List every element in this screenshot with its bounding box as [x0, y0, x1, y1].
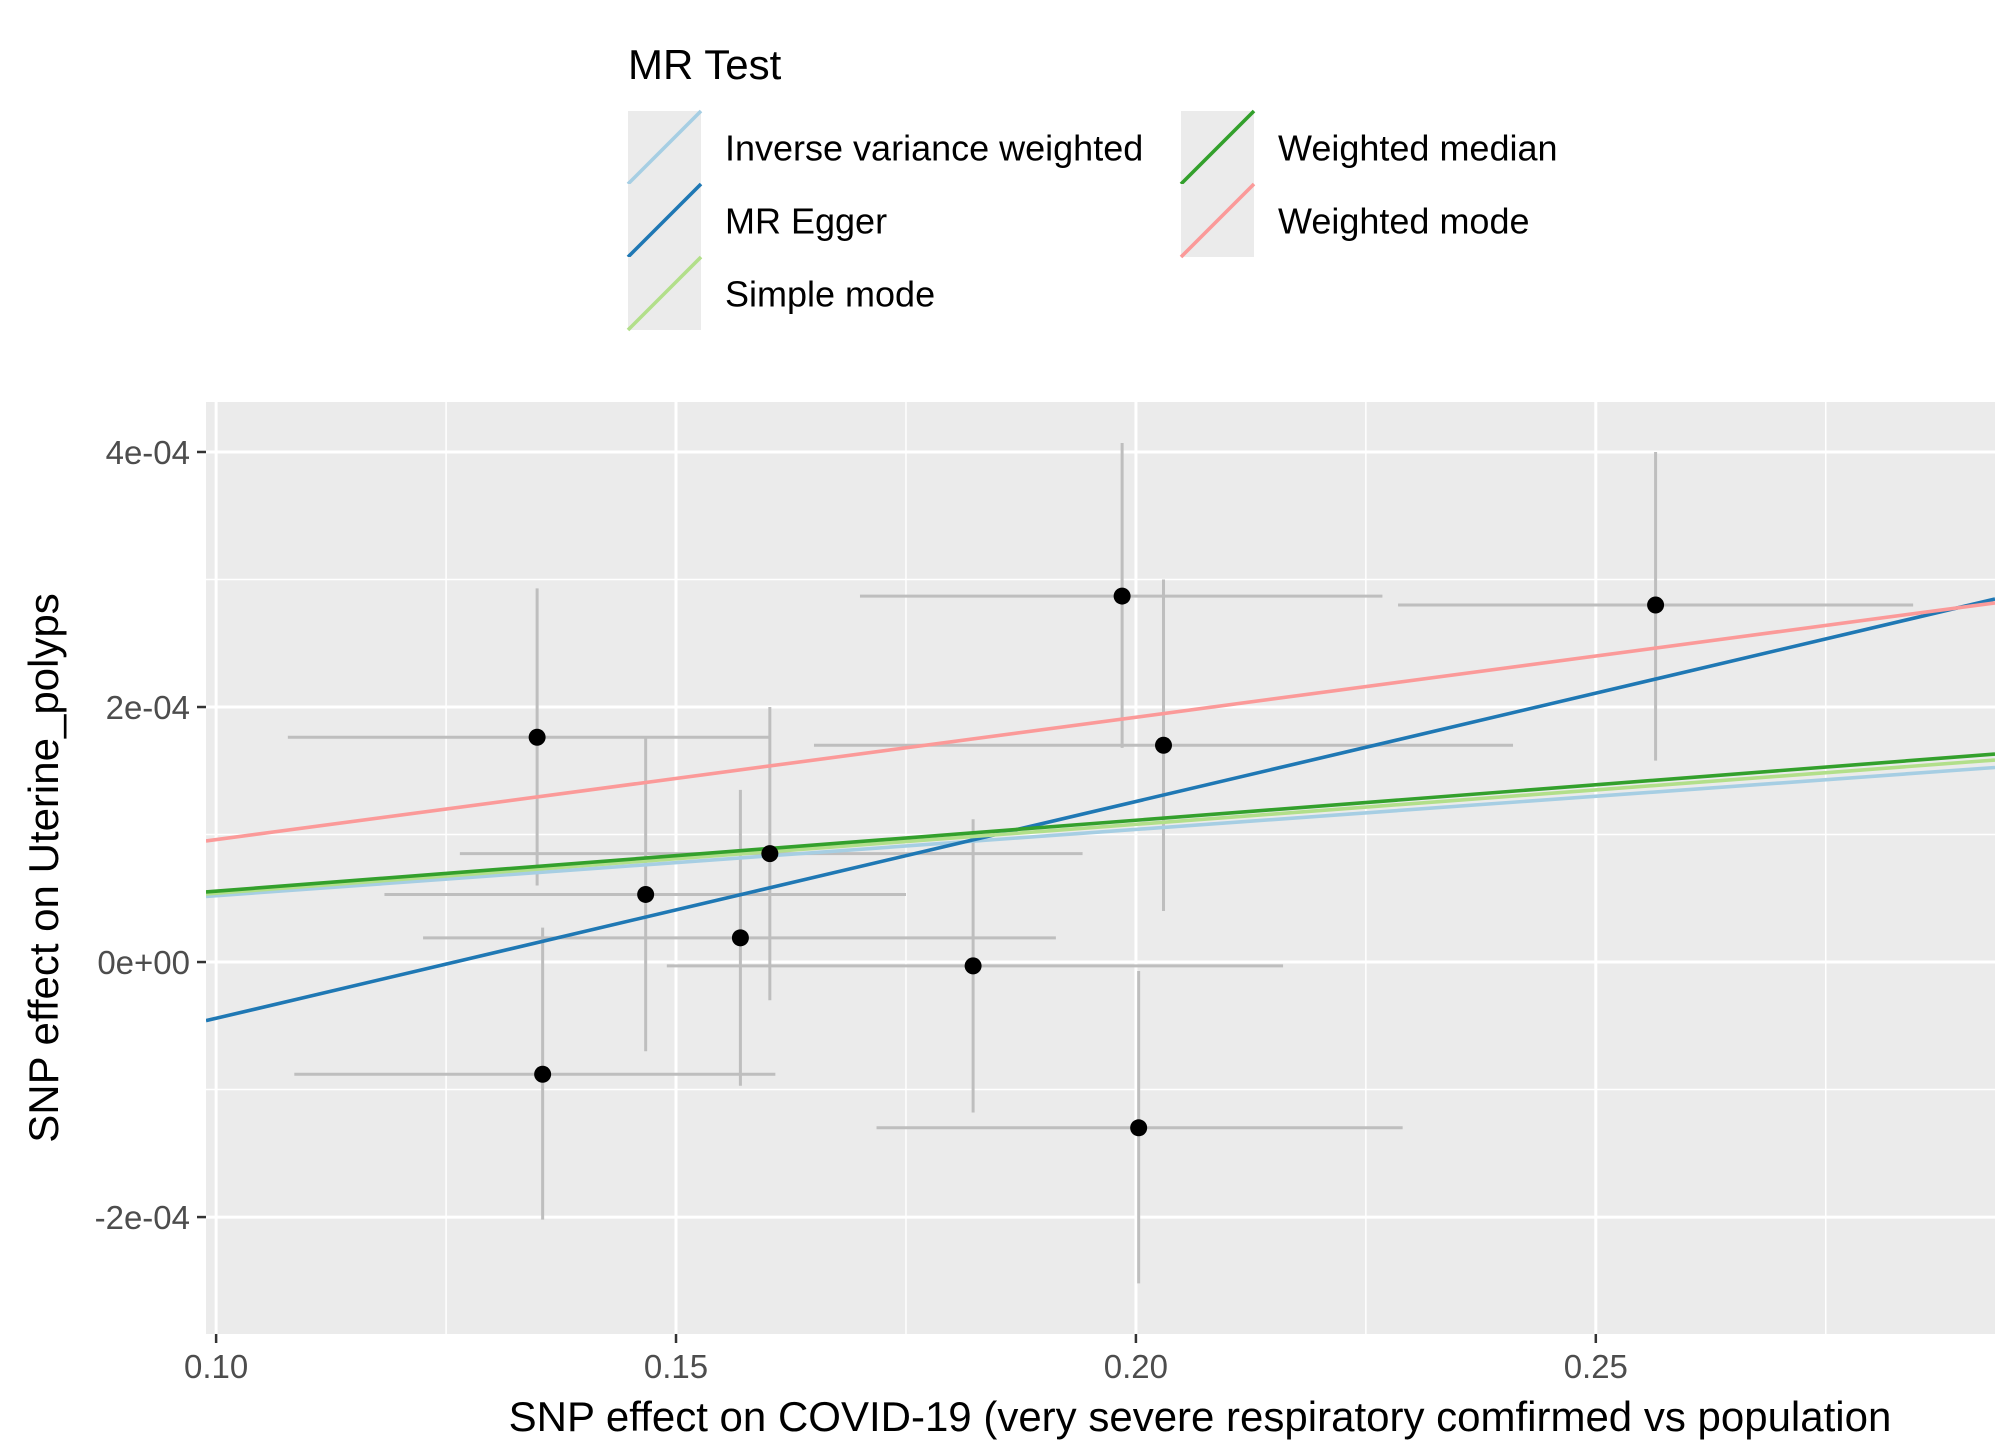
data-point [1130, 1119, 1148, 1137]
legend-label: Weighted median [1278, 128, 1558, 169]
legend-label: Inverse variance weighted [725, 128, 1143, 169]
y-tick-label: 4e-04 [106, 434, 190, 471]
data-point [731, 929, 749, 947]
legend-item-mr-egger: MR Egger [626, 182, 887, 259]
y-tick-label: 0e+00 [97, 944, 190, 981]
legend-key-line [626, 109, 703, 186]
data-point [1113, 587, 1131, 605]
data-points [528, 587, 1665, 1137]
legend-label: Weighted mode [1278, 201, 1530, 242]
fit-line-mr-egger [206, 597, 1995, 1023]
legend-title: MR Test [628, 41, 782, 88]
x-tick-label: 0.25 [1564, 1348, 1628, 1385]
grid-minor [206, 402, 1995, 1334]
fit-line-weighted-mode [206, 601, 1995, 843]
x-axis-title: SNP effect on COVID-19 (very severe resp… [509, 1393, 1892, 1440]
y-tick-label: -2e-04 [95, 1199, 190, 1236]
y-tick-label: 2e-04 [106, 689, 190, 726]
fit-line-inverse-variance-weighted [206, 765, 1995, 899]
fit-line-weighted-median [206, 752, 1995, 894]
legend-key-line [1179, 109, 1256, 186]
legend-item-simple-mode: Simple mode [626, 255, 935, 332]
legend-key-line [626, 255, 703, 332]
fit-line-simple-mode [206, 758, 1995, 896]
data-point [1647, 596, 1665, 614]
data-point [534, 1065, 552, 1083]
x-tick-label: 0.20 [1104, 1348, 1168, 1385]
legend-key-line [626, 182, 703, 259]
data-point [761, 845, 779, 863]
legend-label: Simple mode [725, 274, 935, 315]
legend-item-weighted-mode: Weighted mode [1179, 182, 1530, 259]
data-point [528, 728, 546, 746]
legend-key-line [1179, 182, 1256, 259]
x-axis: 0.10 0.15 0.20 0.25 [184, 1334, 1628, 1385]
legend-item-weighted-median: Weighted median [1179, 109, 1558, 186]
y-axis: -2e-04 0e+00 2e-04 4e-04 [95, 434, 206, 1236]
data-point [964, 957, 982, 975]
x-tick-label: 0.10 [184, 1348, 248, 1385]
data-point [1155, 736, 1173, 754]
x-tick-label: 0.15 [644, 1348, 708, 1385]
plot-panel [206, 402, 1995, 1334]
data-point [637, 885, 655, 903]
legend: MR Test Inverse variance weighted MR Egge… [626, 41, 1558, 332]
y-axis-title: SNP effect on Uterine_polyps [20, 593, 67, 1142]
legend-item-inverse-variance-weighted: Inverse variance weighted [626, 109, 1143, 186]
grid-major [206, 402, 1995, 1334]
fit-lines [206, 597, 1995, 1023]
legend-label: MR Egger [725, 201, 887, 242]
